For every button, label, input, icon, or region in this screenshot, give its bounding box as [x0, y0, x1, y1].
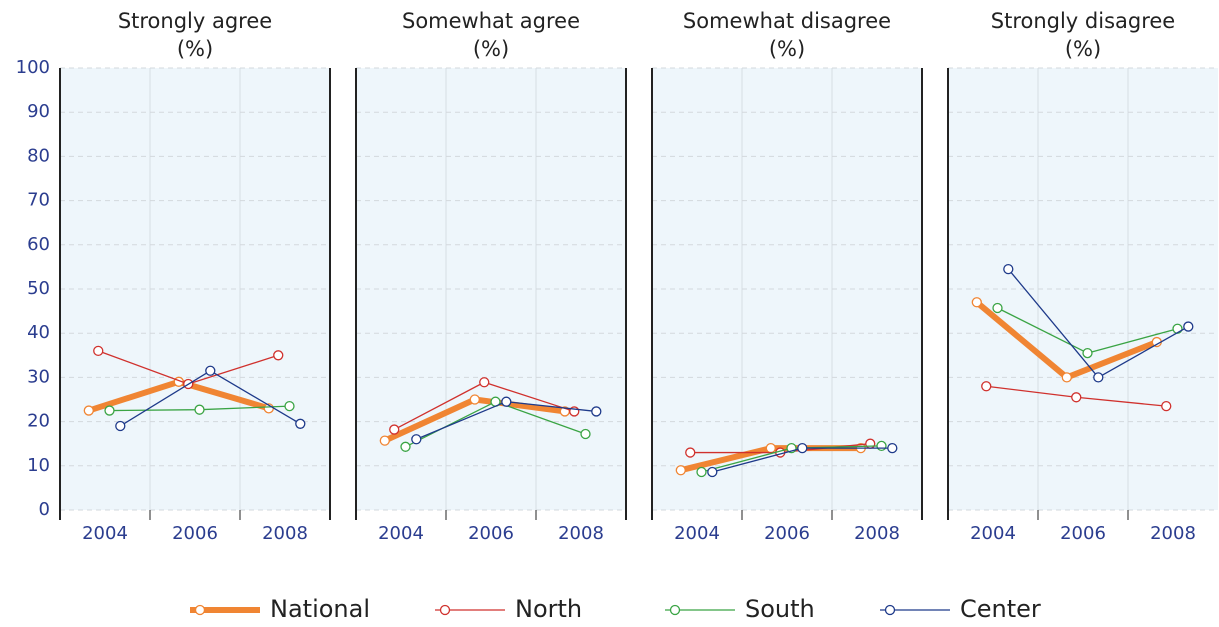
- y-tick-label: 80: [27, 145, 50, 166]
- marker: [765, 442, 776, 454]
- marker: [284, 400, 295, 412]
- marker: [115, 420, 126, 432]
- y-tick-label: 90: [27, 101, 50, 122]
- marker: [104, 405, 115, 416]
- y-tick-label: 30: [27, 366, 50, 387]
- marker: [205, 365, 216, 376]
- marker: [981, 381, 992, 392]
- marker: [83, 405, 94, 416]
- x-tick-label: 2008: [854, 523, 900, 544]
- x-tick-label: 2004: [970, 523, 1016, 544]
- marker: [685, 447, 696, 458]
- panel-title: Strongly disagree: [991, 9, 1175, 33]
- panel-subtitle: (%): [769, 37, 805, 61]
- y-tick-label: 50: [27, 278, 50, 299]
- legend-label: North: [515, 595, 582, 623]
- marker: [93, 345, 104, 357]
- y-tick-label: 20: [27, 411, 50, 432]
- legend-marker: [884, 604, 896, 616]
- marker: [194, 404, 205, 415]
- x-tick-label: 2008: [262, 523, 308, 544]
- marker: [469, 394, 480, 405]
- legend-label: Center: [960, 595, 1041, 623]
- marker: [1093, 372, 1104, 383]
- marker: [1071, 392, 1082, 403]
- y-tick-label: 0: [39, 499, 50, 520]
- marker: [707, 466, 718, 478]
- marker: [1161, 400, 1172, 412]
- panel-subtitle: (%): [177, 37, 213, 61]
- marker: [411, 434, 422, 445]
- marker: [389, 424, 400, 435]
- x-tick-label: 2006: [1060, 523, 1106, 544]
- marker: [1082, 347, 1093, 359]
- x-tick-label: 2004: [674, 523, 720, 544]
- marker: [1183, 321, 1194, 332]
- x-tick-label: 2006: [764, 523, 810, 544]
- marker: [971, 297, 982, 308]
- marker: [1003, 263, 1014, 275]
- marker: [501, 396, 512, 407]
- y-tick-label: 70: [27, 190, 50, 211]
- marker: [295, 418, 306, 429]
- marker: [992, 302, 1003, 314]
- y-tick-label: 10: [27, 455, 50, 476]
- panel-subtitle: (%): [473, 37, 509, 61]
- marker: [696, 466, 707, 478]
- x-tick-label: 2008: [1150, 523, 1196, 544]
- legend-label: South: [745, 595, 815, 623]
- marker: [797, 442, 808, 454]
- x-tick-label: 2004: [82, 523, 128, 544]
- marker: [591, 406, 602, 417]
- panel-title: Somewhat disagree: [683, 9, 891, 33]
- legend-marker: [439, 604, 451, 616]
- marker: [379, 435, 390, 446]
- x-tick-label: 2004: [378, 523, 424, 544]
- panel-title: Somewhat agree: [402, 9, 580, 33]
- marker: [400, 441, 411, 452]
- marker: [887, 442, 898, 454]
- marker: [479, 377, 490, 388]
- marker: [580, 428, 591, 440]
- panel-title: Strongly agree: [118, 9, 272, 33]
- marker: [675, 465, 686, 476]
- x-tick-label: 2006: [172, 523, 218, 544]
- marker: [1061, 372, 1072, 383]
- x-tick-label: 2006: [468, 523, 514, 544]
- panel-subtitle: (%): [1065, 37, 1101, 61]
- marker: [273, 350, 284, 361]
- y-tick-label: 100: [16, 57, 50, 78]
- x-tick-label: 2008: [558, 523, 604, 544]
- legend-marker: [669, 604, 681, 616]
- y-tick-label: 60: [27, 234, 50, 255]
- marker: [876, 440, 887, 452]
- legend-label: National: [270, 595, 370, 623]
- y-tick-label: 40: [27, 322, 50, 343]
- legend-marker: [194, 604, 206, 616]
